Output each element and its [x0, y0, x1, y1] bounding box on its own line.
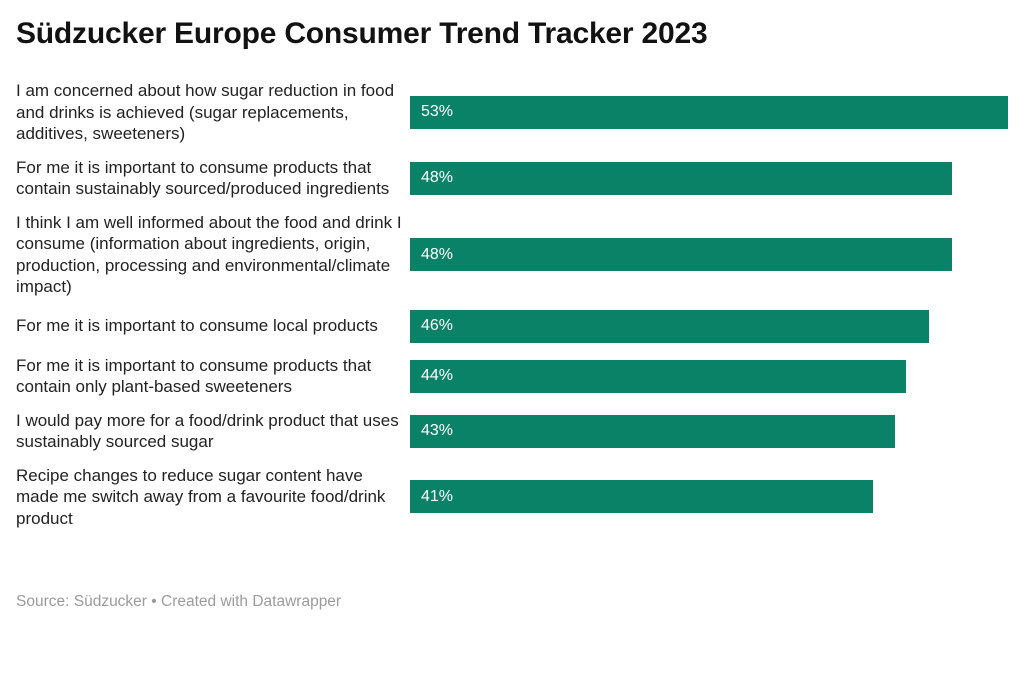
bar-row-label: I would pay more for a food/drink produc…	[16, 410, 399, 452]
bar: 46%	[410, 309, 930, 343]
bar-row: For me it is important to consume local …	[16, 304, 1008, 349]
source-prefix: Source:	[16, 593, 70, 610]
bar-value-label: 41%	[421, 487, 454, 505]
bar-value-label: 43%	[421, 422, 454, 439]
bar-row-label: I am concerned about how sugar reduction…	[16, 81, 395, 143]
bar-value-label: 48%	[421, 245, 454, 263]
bar-value-label: 48%	[421, 169, 454, 186]
bar: 41%	[410, 480, 873, 514]
bar-value-label: 53%	[421, 103, 454, 121]
chart-footer: Source: Südzucker • Created with Datawra…	[16, 593, 1008, 611]
bar: 48%	[410, 161, 952, 195]
bar-row: For me it is important to consume produc…	[16, 151, 1008, 206]
bar-track: 44%	[410, 359, 1008, 393]
bar-track: 41%	[410, 480, 1008, 514]
bar-row-label: For me it is important to consume produc…	[16, 157, 390, 199]
bar-track: 43%	[410, 414, 1008, 448]
datawrapper-attribution-link[interactable]: Created with Datawrapper	[161, 593, 342, 610]
bar-row-label: I think I am well informed about the foo…	[16, 212, 402, 297]
bar-row-label: For me it is important to consume produc…	[16, 355, 372, 397]
bar-track: 48%	[410, 238, 1008, 271]
bar: 43%	[410, 414, 896, 448]
bar-row: I am concerned about how sugar reduction…	[16, 74, 1008, 151]
footer-separator: •	[151, 593, 157, 610]
bar-row: I would pay more for a food/drink produc…	[16, 404, 1008, 459]
chart-title: Südzucker Europe Consumer Trend Tracker …	[16, 17, 708, 50]
bar-value-label: 46%	[421, 317, 454, 334]
bar-track: 46%	[410, 309, 1008, 343]
bar-row: For me it is important to consume produc…	[16, 349, 1008, 404]
bar: 44%	[410, 359, 907, 393]
bar-track: 53%	[410, 95, 1008, 129]
bar-track: 48%	[410, 161, 1008, 195]
bar-row: Recipe changes to reduce sugar content h…	[16, 459, 1008, 536]
bar-row-label: For me it is important to consume local …	[16, 316, 378, 336]
bar-row: I think I am well informed about the foo…	[16, 206, 1008, 304]
source-link[interactable]: Südzucker	[73, 593, 147, 610]
bar-chart: I am concerned about how sugar reduction…	[16, 74, 1008, 535]
bar: 48%	[410, 238, 952, 271]
bar-value-label: 44%	[421, 367, 454, 384]
bar-row-label: Recipe changes to reduce sugar content h…	[16, 465, 386, 528]
bar: 53%	[410, 95, 1008, 129]
